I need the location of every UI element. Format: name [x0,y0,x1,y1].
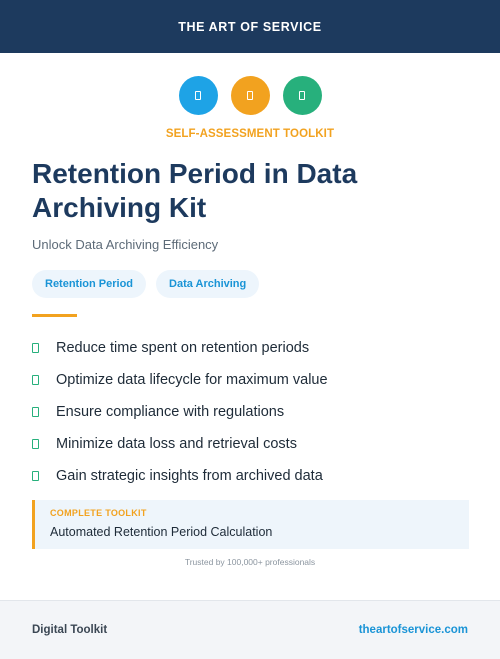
trusted-note: Trusted by 100,000+ professionals [184,557,316,567]
benefit-item: Ensure compliance with regulations [32,396,328,428]
footer: Digital Toolkit theartofservice.com [0,600,500,659]
callout-value: Automated Retention Period Calculation [50,525,273,539]
tag-data-archiving[interactable]: Data Archiving [156,270,260,298]
subtitle: Unlock Data Archiving Efficiency [32,237,219,252]
document-icon [282,76,322,115]
check-icon [32,375,39,385]
benefit-list: Reduce time spent on retention periods O… [32,332,328,492]
benefit-item: Optimize data lifecycle for maximum valu… [32,364,328,396]
tag-retention-period[interactable]: Retention Period [32,270,147,298]
benefit-text: Ensure compliance with regulations [56,404,285,420]
benefit-text: Optimize data lifecycle for maximum valu… [56,372,328,388]
benefit-item: Gain strategic insights from archived da… [32,460,328,492]
check-icon [32,439,39,449]
document-icon [178,76,218,115]
accent-divider [32,314,77,317]
toolkit-kicker: SELF-ASSESSMENT TOOLKIT [165,128,335,140]
brand-name: THE ART OF SERVICE [178,19,322,34]
benefit-item: Minimize data loss and retrieval costs [32,428,328,460]
icon-row [0,76,500,115]
benefit-text: Minimize data loss and retrieval costs [56,436,297,452]
check-icon [32,343,39,353]
toolkit-callout: COMPLETE TOOLKIT Automated Retention Per… [32,500,469,549]
footer-link[interactable]: theartofservice.com [358,624,468,636]
check-icon [32,471,39,481]
document-icon [230,76,270,115]
check-icon [32,407,39,417]
header-bar: THE ART OF SERVICE [0,0,500,53]
benefit-text: Reduce time spent on retention periods [56,340,310,356]
benefit-item: Reduce time spent on retention periods [32,332,328,364]
benefit-text: Gain strategic insights from archived da… [56,468,323,484]
tag-list: Retention Period Data Archiving [32,270,260,298]
callout-label: COMPLETE TOOLKIT [50,508,147,518]
footer-label: Digital Toolkit [32,624,108,636]
page-title: Retention Period in Data Archiving Kit [32,158,358,223]
